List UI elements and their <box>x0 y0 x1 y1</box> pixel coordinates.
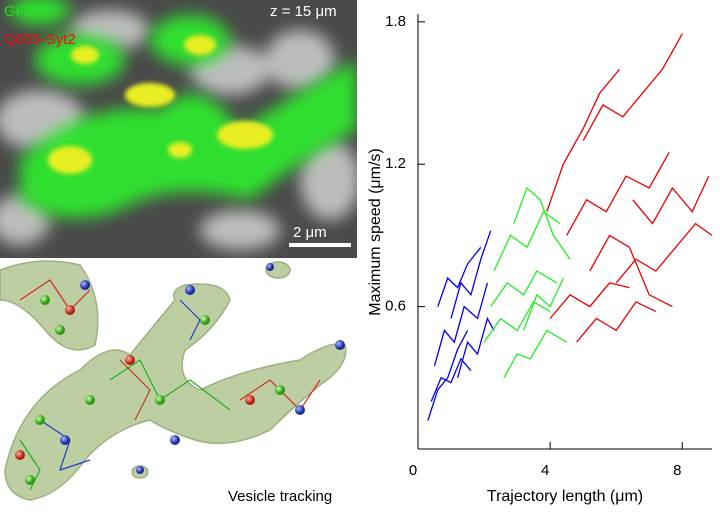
channel-label: GFP <box>4 3 35 20</box>
trajectory <box>566 152 670 236</box>
trajectory <box>576 301 657 343</box>
trajectory <box>589 234 673 308</box>
trajectory <box>513 186 571 260</box>
trajectory <box>549 282 630 319</box>
panel-label: Vesicle tracking <box>228 488 332 505</box>
x-tick-label: 8 <box>673 462 681 479</box>
trajectory <box>582 33 683 141</box>
y-tick-label: 1.8 <box>385 13 406 30</box>
trajectory <box>456 316 495 378</box>
trajectory <box>632 175 710 225</box>
scale-bar <box>289 243 351 247</box>
microscopy-image: GFP Q655-Syt2 z = 15 μm 2 μm <box>0 0 357 258</box>
trajectory <box>615 222 713 284</box>
trajectory <box>483 301 551 343</box>
trajectory-chart: 0.6 1.2 1.8 0 4 8 Trajectory length (μm) Maximu… <box>367 13 713 505</box>
x-axis-title: Trajectory length (μm) <box>487 488 643 505</box>
trajectory <box>523 277 564 331</box>
trajectory <box>430 357 472 402</box>
z-label: z = 15 μm <box>270 3 337 20</box>
trajectory <box>450 230 492 319</box>
y-tick-label: 0.6 <box>385 298 406 315</box>
y-axis-title: Maximum speed (μm/s) <box>367 148 384 315</box>
trajectory <box>427 330 469 421</box>
y-tick-label: 1.2 <box>385 155 406 172</box>
trajectory <box>493 210 561 272</box>
scale-label: 2 μm <box>293 224 327 241</box>
channel-label: Q655-Syt2 <box>4 31 76 48</box>
trajectory <box>437 246 482 307</box>
x-tick-label: 4 <box>541 462 549 479</box>
trajectory <box>490 270 558 307</box>
trajectory <box>503 329 568 379</box>
trajectory <box>546 68 620 212</box>
x-tick-label: 0 <box>409 462 417 479</box>
tracking-rendering: Vesicle tracking <box>0 260 347 505</box>
trajectory <box>433 282 489 367</box>
